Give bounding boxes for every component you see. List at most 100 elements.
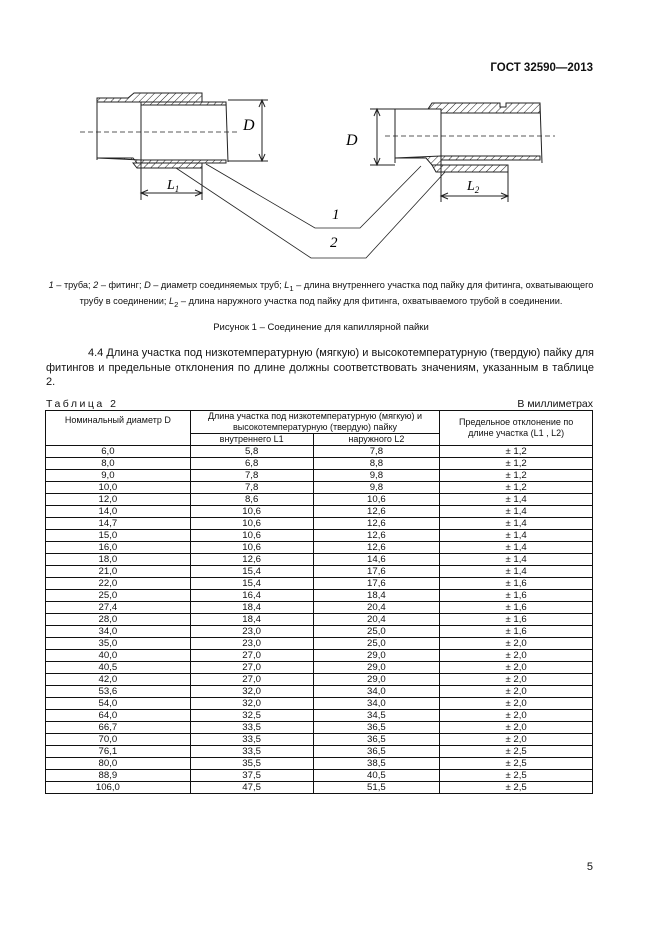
- cell-l2: 12,6: [312, 541, 441, 554]
- cell-diameter: 40,5: [45, 661, 191, 674]
- figure-capillary-joint: D D L1 L2 1 2: [80, 92, 555, 259]
- cell-l2: 9,8: [312, 469, 441, 482]
- cell-tolerance: ± 1,6: [439, 589, 593, 602]
- left-joint: [80, 92, 268, 200]
- cell-tolerance: ± 2,5: [439, 769, 593, 782]
- cell-tolerance: ± 1,4: [439, 505, 593, 518]
- cell-l2: 34,0: [312, 685, 441, 698]
- cell-l2: 29,0: [312, 661, 441, 674]
- cell-diameter: 15,0: [45, 529, 191, 542]
- cell-diameter: 18,0: [45, 553, 191, 566]
- cell-tolerance: ± 2,5: [439, 745, 593, 758]
- cell-diameter: 54,0: [45, 697, 191, 710]
- cell-tolerance: ± 1,2: [439, 481, 593, 494]
- cell-l2: 17,6: [312, 577, 441, 590]
- cell-diameter: 6,0: [45, 445, 191, 458]
- cell-l2: 36,5: [312, 733, 441, 746]
- cell-l1: 12,6: [189, 553, 314, 566]
- table-row: 14,7 10,6 12,6 ± 1,4: [45, 517, 593, 530]
- cell-tolerance: ± 1,4: [439, 541, 593, 554]
- cell-diameter: 25,0: [45, 589, 191, 602]
- cell-l1: 27,0: [189, 649, 314, 662]
- cell-l1: 8,6: [189, 493, 314, 506]
- cell-l2: 51,5: [312, 781, 441, 794]
- cell-l1: 6,8: [189, 457, 314, 470]
- table-units: В миллиметрах: [517, 398, 593, 410]
- cell-tolerance: ± 2,0: [439, 637, 593, 650]
- table-row: 64,0 32,5 34,5 ± 2,0: [45, 709, 593, 722]
- label-d-right: D: [345, 132, 358, 149]
- table-row: 88,9 37,5 40,5 ± 2,5: [45, 769, 593, 782]
- table-row: 15,0 10,6 12,6 ± 1,4: [45, 529, 593, 542]
- cell-l2: 36,5: [312, 745, 441, 758]
- cell-l2: 40,5: [312, 769, 441, 782]
- cell-diameter: 28,0: [45, 613, 191, 626]
- table-row: 10,0 7,8 9,8 ± 1,2: [45, 481, 593, 494]
- cell-l1: 32,5: [189, 709, 314, 722]
- cell-l1: 47,5: [189, 781, 314, 794]
- cell-tolerance: ± 2,0: [439, 685, 593, 698]
- cell-l2: 25,0: [312, 637, 441, 650]
- table-row: 22,0 15,4 17,6 ± 1,6: [45, 577, 593, 590]
- cell-diameter: 14,7: [45, 517, 191, 530]
- table-row: 54,0 32,0 34,0 ± 2,0: [45, 697, 593, 710]
- cell-l1: 7,8: [189, 469, 314, 482]
- cell-l2: 34,0: [312, 697, 441, 710]
- cell-diameter: 70,0: [45, 733, 191, 746]
- cell-l2: 7,8: [312, 445, 441, 458]
- table-row: 66,7 33,5 36,5 ± 2,0: [45, 721, 593, 734]
- cell-l1: 35,5: [189, 757, 314, 770]
- table-row: 34,0 23,0 25,0 ± 1,6: [45, 625, 593, 638]
- table-row: 25,0 16,4 18,4 ± 1,6: [45, 589, 593, 602]
- table-row: 6,0 5,8 7,8 ± 1,2: [45, 445, 593, 458]
- cell-l1: 27,0: [189, 661, 314, 674]
- cell-diameter: 106,0: [45, 781, 191, 794]
- cell-diameter: 8,0: [45, 457, 191, 470]
- cell-l2: 38,5: [312, 757, 441, 770]
- cell-tolerance: ± 1,2: [439, 469, 593, 482]
- cell-l2: 20,4: [312, 613, 441, 626]
- cell-tolerance: ± 2,5: [439, 757, 593, 770]
- cell-l1: 18,4: [189, 613, 314, 626]
- right-joint: [370, 102, 555, 202]
- table-row: 27,4 18,4 20,4 ± 1,6: [45, 601, 593, 614]
- cell-l2: 36,5: [312, 721, 441, 734]
- cell-diameter: 21,0: [45, 565, 191, 578]
- cell-l1: 32,0: [189, 685, 314, 698]
- cell-diameter: 14,0: [45, 505, 191, 518]
- cell-tolerance: ± 1,4: [439, 529, 593, 542]
- cell-l2: 14,6: [312, 553, 441, 566]
- table-row: 14,0 10,6 12,6 ± 1,4: [45, 505, 593, 518]
- cell-diameter: 35,0: [45, 637, 191, 650]
- table-2: Номинальный диаметр D Длина участка под …: [45, 410, 593, 794]
- cell-tolerance: ± 2,0: [439, 697, 593, 710]
- cell-tolerance: ± 1,2: [439, 457, 593, 470]
- table-row: 28,0 18,4 20,4 ± 1,6: [45, 613, 593, 626]
- cell-l1: 23,0: [189, 637, 314, 650]
- cell-tolerance: ± 1,4: [439, 553, 593, 566]
- table-row: 21,0 15,4 17,6 ± 1,4: [45, 565, 593, 578]
- cell-l2: 25,0: [312, 625, 441, 638]
- cell-diameter: 27,4: [45, 601, 191, 614]
- cell-tolerance: ± 1,6: [439, 625, 593, 638]
- cell-l1: 5,8: [189, 445, 314, 458]
- cell-l1: 10,6: [189, 529, 314, 542]
- cell-diameter: 42,0: [45, 673, 191, 686]
- cell-tolerance: ± 1,6: [439, 577, 593, 590]
- cell-l2: 34,5: [312, 709, 441, 722]
- cell-l2: 18,4: [312, 589, 441, 602]
- table-row: 106,0 47,5 51,5 ± 2,5: [45, 781, 593, 794]
- table-row: 76,1 33,5 36,5 ± 2,5: [45, 745, 593, 758]
- header-length-group: Длина участка под низкотемпературную (мя…: [189, 410, 441, 434]
- cell-tolerance: ± 2,0: [439, 661, 593, 674]
- cell-l2: 12,6: [312, 529, 441, 542]
- cell-l1: 27,0: [189, 673, 314, 686]
- cell-l2: 29,0: [312, 673, 441, 686]
- cell-tolerance: ± 2,0: [439, 673, 593, 686]
- cell-l1: 16,4: [189, 589, 314, 602]
- table-row: 53,6 32,0 34,0 ± 2,0: [45, 685, 593, 698]
- page-number: 5: [586, 861, 593, 873]
- callout-leaders: [175, 163, 446, 259]
- cell-diameter: 10,0: [45, 481, 191, 494]
- cell-diameter: 88,9: [45, 769, 191, 782]
